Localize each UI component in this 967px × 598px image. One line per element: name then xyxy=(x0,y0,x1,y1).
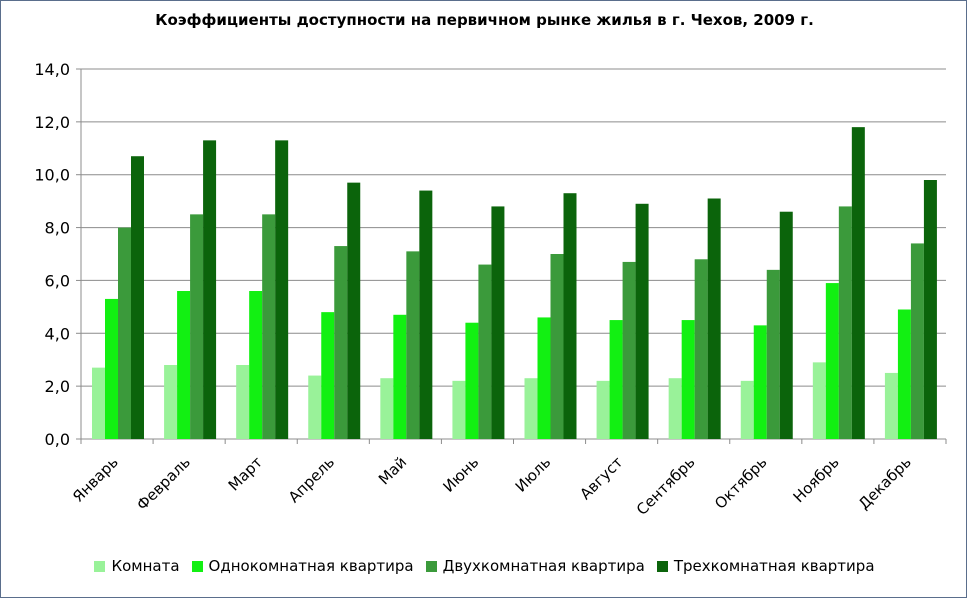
bar xyxy=(321,312,335,439)
axes xyxy=(76,68,947,444)
y-tick-labels: 0,0 2,0 4,0 6,0 8,0 10,0 12,0 14,0 xyxy=(34,60,70,449)
bar xyxy=(812,362,826,439)
y-tick-label: 6,0 xyxy=(45,271,70,290)
bar xyxy=(537,317,551,439)
bar xyxy=(851,127,865,440)
bar xyxy=(740,380,754,439)
x-tick-label: Ноябрь xyxy=(790,453,843,506)
bar xyxy=(694,259,708,439)
x-tick-label: Февраль xyxy=(133,453,194,514)
x-tick-label: Август xyxy=(576,453,626,503)
bar xyxy=(550,254,564,439)
legend-swatch xyxy=(191,560,203,572)
bar xyxy=(635,203,649,439)
legend-label: Трехкомнатная квартира xyxy=(673,557,875,575)
bar xyxy=(766,269,780,439)
bar xyxy=(177,291,191,439)
x-tick-label: Март xyxy=(225,453,266,494)
bar xyxy=(105,298,118,439)
bar xyxy=(452,380,466,439)
bar xyxy=(236,365,250,439)
bar xyxy=(164,365,178,439)
legend-label: Однокомнатная квартира xyxy=(208,557,414,575)
bar xyxy=(393,314,407,439)
bar xyxy=(596,380,610,439)
bar xyxy=(838,206,852,439)
legend-item: Трехкомнатная квартира xyxy=(656,557,875,575)
bar xyxy=(419,190,433,439)
x-tick-label: Декабрь xyxy=(855,453,915,513)
bar xyxy=(465,322,479,439)
chart-title: Коэффициенты доступности на первичном ры… xyxy=(155,11,814,29)
bar xyxy=(478,264,492,439)
bar xyxy=(707,198,721,439)
legend-label: Двухкомнатная квартира xyxy=(442,557,645,575)
bar xyxy=(668,378,682,439)
y-tick-label: 12,0 xyxy=(34,113,70,132)
legend-swatch xyxy=(425,560,437,572)
legend: Комната Однокомнатная квартира Двухкомнатн… xyxy=(1,557,966,575)
bar xyxy=(491,206,505,439)
grid-lines xyxy=(81,68,946,387)
bar xyxy=(334,246,348,439)
bar xyxy=(825,283,839,439)
bar xyxy=(779,211,793,439)
bar xyxy=(275,140,289,439)
bar xyxy=(406,251,420,439)
bar xyxy=(190,214,204,439)
legend-label: Комната xyxy=(111,557,180,575)
bar xyxy=(923,180,937,439)
legend-swatch xyxy=(656,560,668,572)
x-tick-label: Апрель xyxy=(285,453,338,506)
bar xyxy=(910,243,924,439)
bar xyxy=(118,227,131,439)
x-tick-label: Сентябрь xyxy=(633,453,699,519)
x-tick-label: Октябрь xyxy=(711,453,771,513)
y-tick-label: 10,0 xyxy=(34,166,70,185)
x-tick-labels: Январь Февраль Март Апрель Май Июнь Июль Август… xyxy=(69,453,915,519)
y-tick-label: 0,0 xyxy=(45,430,70,449)
bar xyxy=(262,214,276,439)
x-tick-label: Май xyxy=(375,453,410,488)
legend-item: Двухкомнатная квартира xyxy=(425,557,645,575)
bar xyxy=(203,140,217,439)
x-tick-label: Январь xyxy=(69,453,122,506)
bar xyxy=(308,375,322,439)
y-tick-label: 4,0 xyxy=(45,324,70,343)
legend-item: Однокомнатная квартира xyxy=(191,557,414,575)
x-tick-label: Июль xyxy=(512,453,555,496)
y-tick-label: 2,0 xyxy=(45,377,70,396)
y-tick-label: 14,0 xyxy=(34,60,70,79)
legend-swatch xyxy=(94,560,106,572)
bar xyxy=(563,193,577,439)
bar xyxy=(681,320,695,439)
y-tick-label: 8,0 xyxy=(45,219,70,238)
bar xyxy=(609,320,623,439)
bar xyxy=(347,182,361,439)
bar xyxy=(884,372,898,439)
x-tick-label: Июнь xyxy=(440,453,483,496)
bars xyxy=(92,127,937,440)
bar xyxy=(897,309,911,439)
bar xyxy=(753,325,767,439)
bar xyxy=(92,367,105,439)
bar xyxy=(249,291,263,439)
bar xyxy=(131,156,144,439)
legend-item: Комната xyxy=(94,557,180,575)
bar xyxy=(622,261,636,439)
bar xyxy=(524,378,538,439)
bar xyxy=(380,378,394,439)
